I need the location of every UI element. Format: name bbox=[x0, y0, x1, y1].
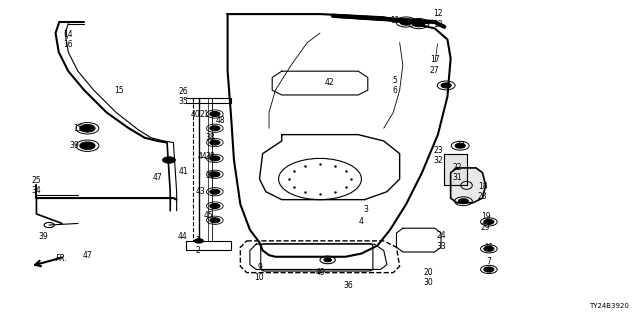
Text: 24
33: 24 33 bbox=[436, 231, 446, 251]
Circle shape bbox=[80, 142, 95, 149]
Circle shape bbox=[210, 189, 220, 194]
Text: 38: 38 bbox=[205, 152, 215, 161]
Text: 22
31: 22 31 bbox=[452, 163, 462, 182]
Circle shape bbox=[210, 156, 220, 161]
Text: 42: 42 bbox=[324, 78, 334, 87]
Text: 4: 4 bbox=[359, 217, 364, 226]
Text: 47: 47 bbox=[83, 251, 92, 260]
Circle shape bbox=[210, 172, 220, 177]
Text: 23
32: 23 32 bbox=[433, 146, 443, 165]
Circle shape bbox=[455, 143, 465, 148]
Text: TY24B3920: TY24B3920 bbox=[589, 303, 629, 309]
Text: 44: 44 bbox=[178, 232, 188, 241]
Text: 9
10: 9 10 bbox=[255, 263, 264, 282]
Circle shape bbox=[458, 199, 468, 204]
Text: 38: 38 bbox=[205, 133, 215, 142]
Text: 36: 36 bbox=[344, 281, 353, 290]
Circle shape bbox=[163, 157, 175, 163]
Text: 26
35: 26 35 bbox=[178, 87, 188, 106]
Text: 20
30: 20 30 bbox=[424, 268, 433, 287]
Text: 40: 40 bbox=[191, 109, 200, 118]
Text: 25
34: 25 34 bbox=[31, 176, 42, 195]
Text: 37: 37 bbox=[455, 141, 465, 150]
Text: 15: 15 bbox=[73, 124, 83, 133]
Text: 21: 21 bbox=[199, 109, 209, 118]
Text: FR.: FR. bbox=[56, 254, 68, 263]
Polygon shape bbox=[444, 154, 467, 185]
Text: 44: 44 bbox=[197, 152, 207, 161]
Circle shape bbox=[210, 111, 220, 116]
Text: 38: 38 bbox=[205, 172, 215, 180]
Text: 19
29: 19 29 bbox=[481, 212, 490, 232]
Text: 39: 39 bbox=[70, 141, 79, 150]
Circle shape bbox=[484, 267, 494, 272]
Text: 2: 2 bbox=[195, 246, 200, 255]
Text: 11: 11 bbox=[390, 16, 400, 25]
Text: 18
28: 18 28 bbox=[477, 182, 487, 201]
Circle shape bbox=[324, 258, 332, 262]
Text: 14
16: 14 16 bbox=[63, 30, 73, 49]
Text: 48: 48 bbox=[215, 116, 225, 125]
Circle shape bbox=[195, 239, 204, 243]
Circle shape bbox=[484, 219, 494, 224]
Text: 41: 41 bbox=[178, 167, 188, 176]
Circle shape bbox=[399, 19, 412, 25]
Polygon shape bbox=[451, 168, 486, 203]
Text: 3: 3 bbox=[364, 205, 368, 214]
Text: 49: 49 bbox=[315, 268, 325, 277]
Circle shape bbox=[441, 83, 451, 88]
Text: 1: 1 bbox=[195, 236, 200, 245]
Circle shape bbox=[210, 218, 220, 223]
Circle shape bbox=[210, 126, 220, 131]
Text: 7
8: 7 8 bbox=[486, 257, 492, 276]
Text: 12
13: 12 13 bbox=[433, 9, 443, 28]
Text: 46: 46 bbox=[484, 243, 493, 252]
Circle shape bbox=[210, 204, 220, 209]
Circle shape bbox=[484, 246, 494, 252]
Text: 17
27: 17 27 bbox=[430, 55, 440, 75]
Text: 43: 43 bbox=[195, 187, 205, 196]
Circle shape bbox=[412, 20, 425, 27]
Text: 45: 45 bbox=[204, 211, 213, 220]
Text: 39: 39 bbox=[38, 232, 48, 241]
Text: 5
6: 5 6 bbox=[393, 76, 397, 95]
Text: 15: 15 bbox=[115, 86, 124, 95]
Circle shape bbox=[210, 140, 220, 145]
Circle shape bbox=[80, 124, 95, 132]
Text: 47: 47 bbox=[152, 173, 163, 182]
